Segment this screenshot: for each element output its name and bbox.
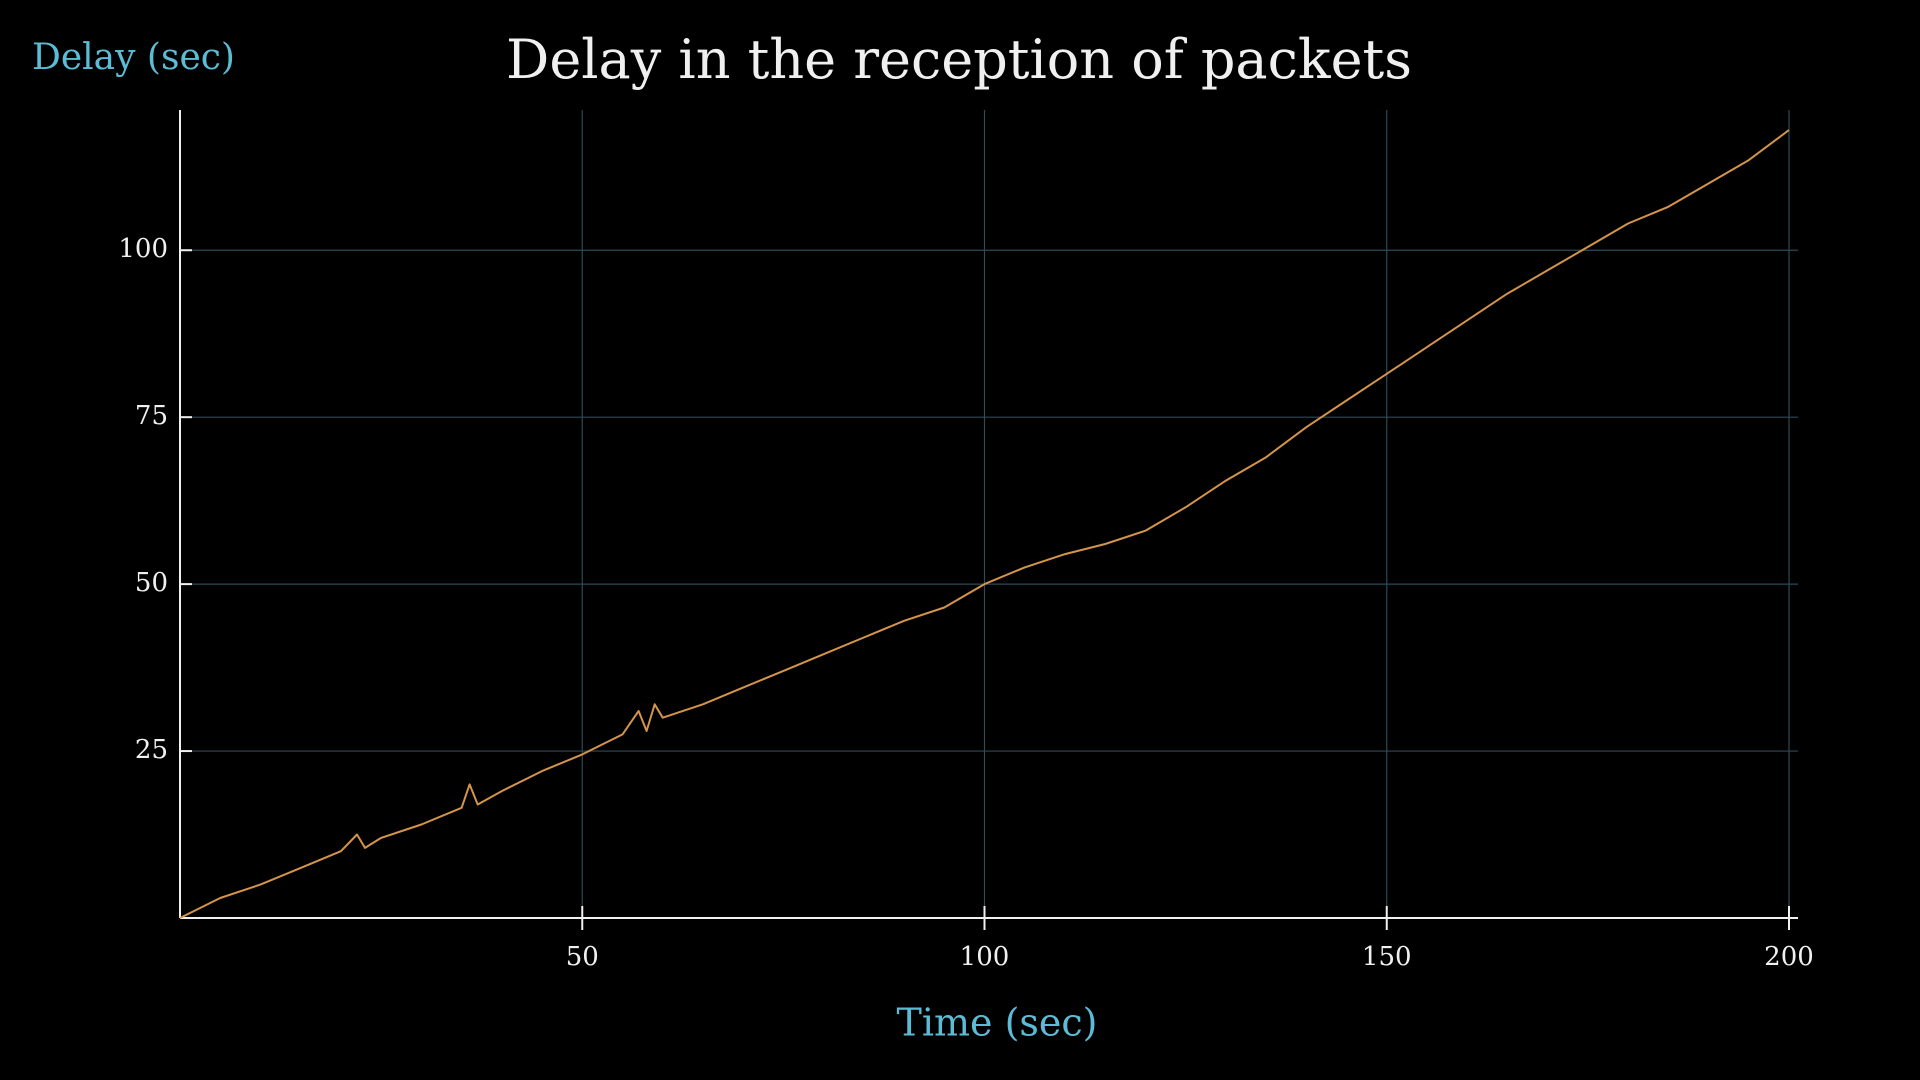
x-tick-label: 50: [566, 942, 599, 972]
x-tick-label: 200: [1764, 942, 1814, 972]
y-tick-label: 100: [118, 234, 168, 264]
y-tick-label: 75: [135, 401, 168, 431]
y-tick-label: 50: [135, 568, 168, 598]
x-tick-label: 100: [960, 942, 1010, 972]
chart-title: Delay in the reception of packets: [506, 28, 1412, 91]
x-tick-label: 150: [1362, 942, 1412, 972]
data-line: [179, 129, 1790, 919]
y-axis-label: Delay (sec): [32, 37, 235, 78]
y-tick-label: 25: [135, 735, 168, 765]
x-axis-label: Time (sec): [896, 1001, 1097, 1045]
